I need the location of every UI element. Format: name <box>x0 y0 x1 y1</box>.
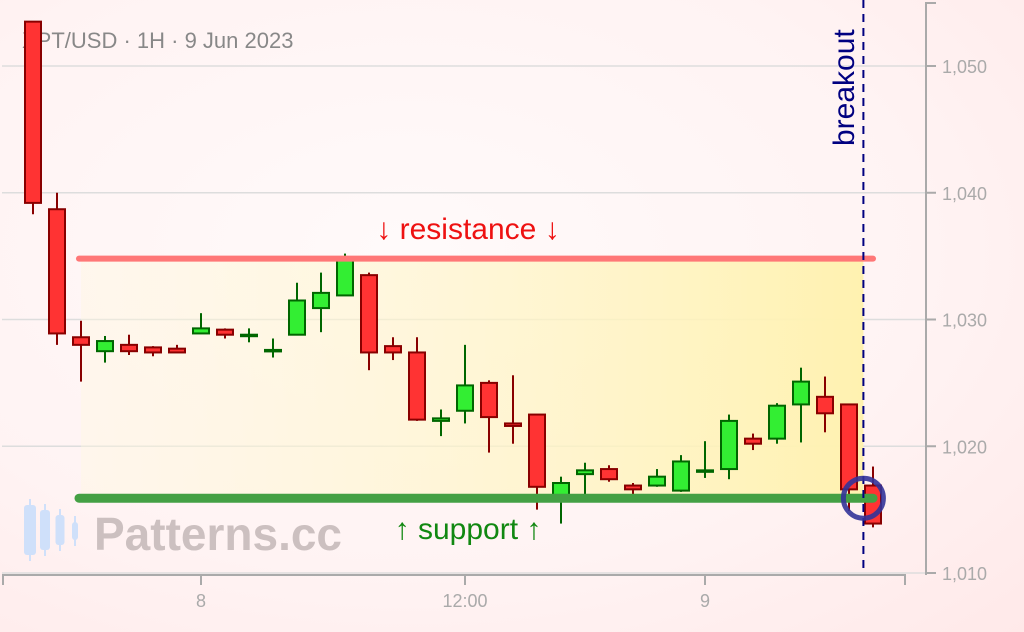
candle-bearish <box>480 381 498 419</box>
watermark-text: Patterns.cc <box>94 508 342 560</box>
candles <box>24 20 882 528</box>
y-tick-label: 1,050 <box>942 57 987 77</box>
y-tick-label: 1,040 <box>942 184 987 204</box>
candle-bearish <box>840 403 858 491</box>
axes: 1,010 1,020 1,030 1,040 1,050 8 12:00 9 <box>2 2 987 611</box>
candle-bearish <box>360 274 378 354</box>
candle-bullish <box>648 475 666 487</box>
breakout-label: breakout <box>828 29 861 146</box>
candle-bullish <box>768 404 786 440</box>
y-tick-label: 1,020 <box>942 437 987 457</box>
candle-bullish <box>336 257 354 297</box>
watermark-candle-body <box>72 522 78 540</box>
candle-bullish <box>432 417 450 422</box>
range-zone <box>81 258 864 499</box>
watermark: Patterns.cc <box>24 499 342 561</box>
candle-bullish <box>192 327 210 335</box>
chart-title: XPT/USD · 1H · 9 Jun 2023 <box>22 28 293 53</box>
candle-bearish <box>24 20 42 204</box>
y-tick-label: 1,010 <box>942 564 987 584</box>
candle-bearish <box>168 347 186 354</box>
candle-bullish <box>576 469 594 476</box>
candle-bullish <box>696 469 714 473</box>
x-tick-label: 8 <box>196 591 206 611</box>
candle-bullish <box>240 333 258 338</box>
candle-bearish <box>408 351 426 421</box>
candle-bearish <box>144 346 162 354</box>
candle-bearish <box>384 345 402 354</box>
candle-bearish <box>216 328 234 336</box>
candle-bearish <box>816 395 834 415</box>
support-label: ↑ support ↑ <box>395 513 542 546</box>
candle-bearish <box>600 468 618 481</box>
candle-bearish <box>624 484 642 491</box>
candle-bearish <box>120 343 138 353</box>
candle-bearish <box>72 336 90 346</box>
watermark-candle-body <box>40 510 50 550</box>
candle-bullish <box>312 291 330 310</box>
candle-bullish <box>720 419 738 471</box>
levels: ↓ resistance ↓ ↑ support ↑ breakout <box>74 0 886 572</box>
candle-bullish <box>264 348 282 353</box>
candle-bullish <box>288 299 306 336</box>
watermark-candle-body <box>55 515 65 545</box>
candle-bearish <box>504 422 522 427</box>
x-tick-label: 12:00 <box>442 591 487 611</box>
candle-bullish <box>456 384 474 412</box>
candle-bullish <box>672 460 690 492</box>
candle-bearish <box>48 208 66 335</box>
breakout-circle <box>840 475 886 521</box>
candle-bullish <box>792 380 810 406</box>
candle-bullish <box>96 340 114 353</box>
y-tick-label: 1,030 <box>942 311 987 331</box>
consolidation-zone <box>81 258 864 499</box>
resistance-label: ↓ resistance ↓ <box>376 213 559 246</box>
candle-bearish <box>528 413 546 488</box>
candle-bearish <box>744 437 762 445</box>
watermark-candle-body <box>24 505 36 555</box>
x-tick-label: 9 <box>700 591 710 611</box>
